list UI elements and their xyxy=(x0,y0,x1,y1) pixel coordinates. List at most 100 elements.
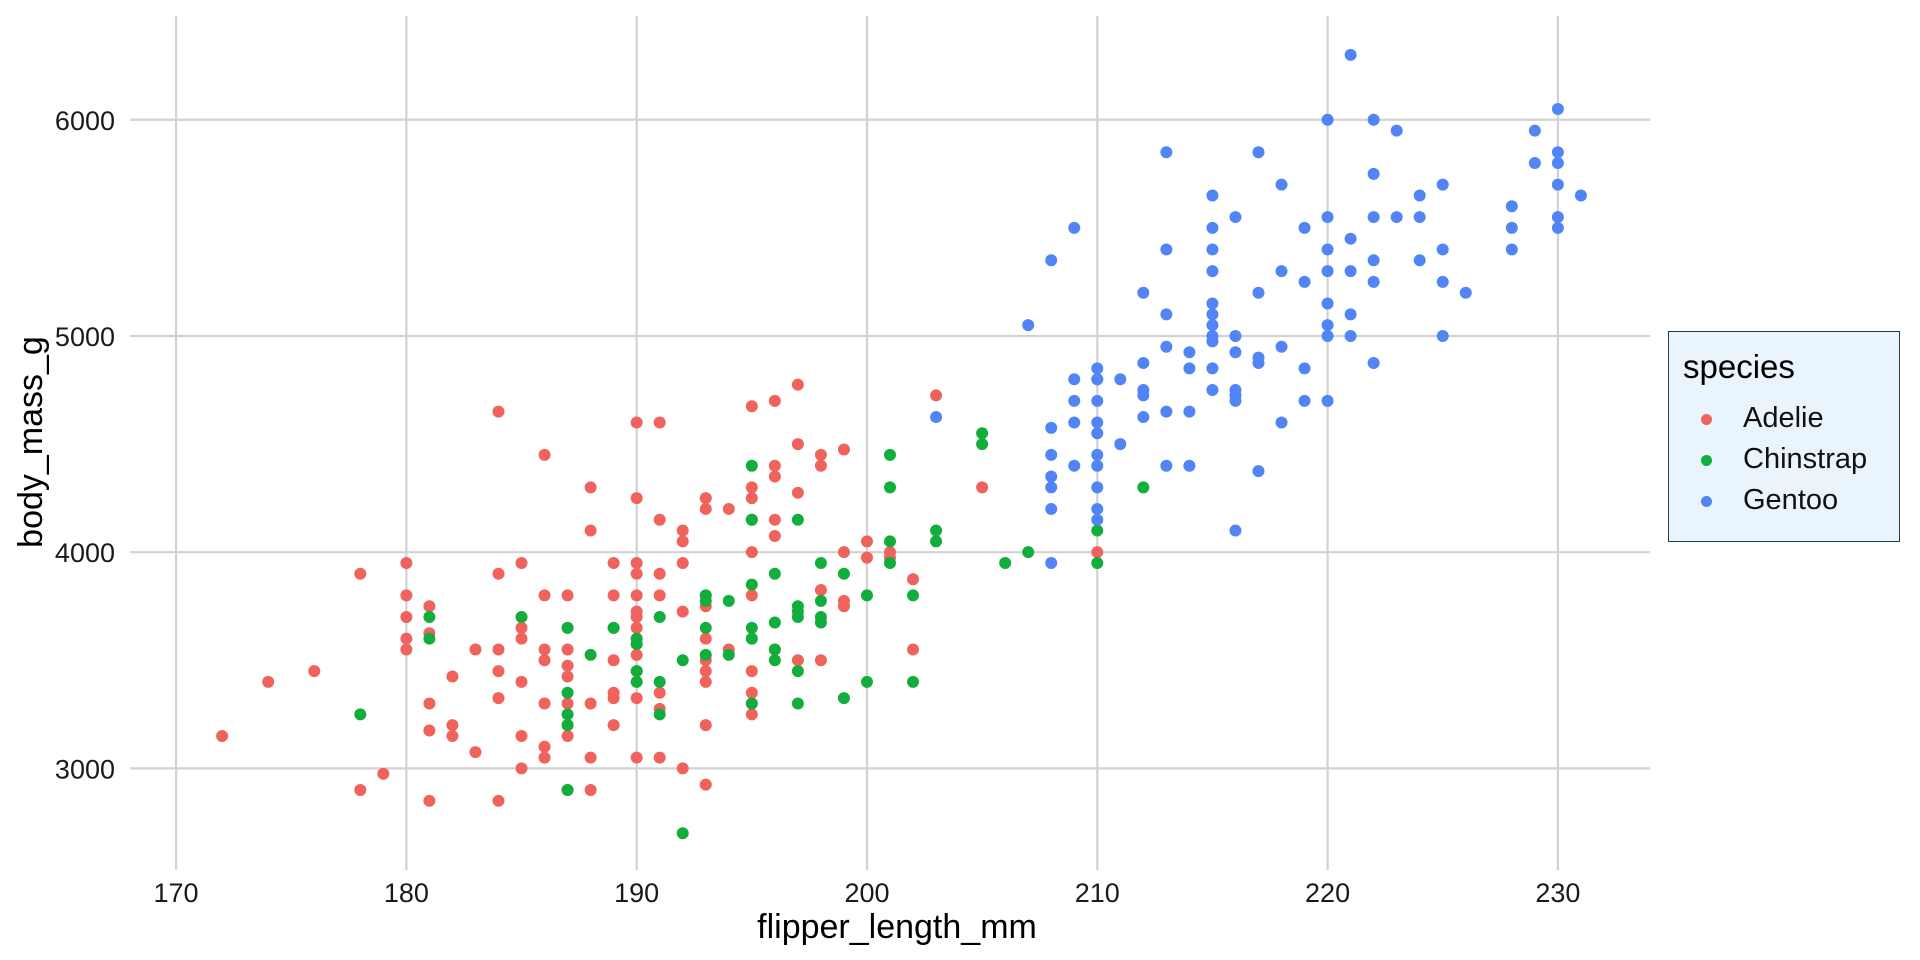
data-point-chinstrap xyxy=(745,621,758,634)
data-point-adelie xyxy=(354,567,367,580)
data-point-chinstrap xyxy=(722,648,735,661)
y-axis-title: body_mass_g xyxy=(12,336,50,548)
data-point-gentoo xyxy=(1091,394,1104,407)
data-point-chinstrap xyxy=(976,427,989,440)
data-point-gentoo xyxy=(1206,221,1219,234)
data-point-adelie xyxy=(584,784,597,797)
data-point-chinstrap xyxy=(653,675,666,688)
data-point-adelie xyxy=(400,611,413,624)
data-point-gentoo xyxy=(1252,286,1265,299)
data-point-gentoo xyxy=(1137,286,1150,299)
data-point-adelie xyxy=(699,665,712,678)
data-point-chinstrap xyxy=(768,567,781,580)
data-point-gentoo xyxy=(1022,319,1035,332)
data-point-gentoo xyxy=(1321,243,1334,256)
data-point-adelie xyxy=(607,556,620,569)
legend-label-adelie: Adelie xyxy=(1743,402,1824,434)
data-point-adelie xyxy=(676,535,689,548)
data-point-gentoo xyxy=(1321,265,1334,278)
data-point-gentoo xyxy=(1298,275,1311,288)
data-point-adelie xyxy=(653,416,666,429)
data-point-gentoo xyxy=(1344,232,1357,245)
data-points xyxy=(216,48,1587,840)
x-tick-label: 180 xyxy=(384,878,429,908)
data-point-adelie xyxy=(791,486,804,499)
data-point-gentoo xyxy=(1091,481,1104,494)
data-point-chinstrap xyxy=(561,686,574,699)
x-tick-label: 190 xyxy=(614,878,659,908)
data-point-gentoo xyxy=(1183,362,1196,375)
data-point-gentoo xyxy=(1091,427,1104,440)
data-point-adelie xyxy=(561,729,574,742)
data-point-adelie xyxy=(699,492,712,505)
data-point-gentoo xyxy=(1183,346,1196,359)
data-point-chinstrap xyxy=(653,611,666,624)
data-point-adelie xyxy=(676,605,689,618)
data-point-adelie xyxy=(423,794,436,807)
data-point-adelie xyxy=(538,589,551,602)
data-point-adelie xyxy=(561,697,574,710)
tick-labels: 170 180 190 200 210 220 230 3000 4000 5000 6000 xyxy=(55,106,1580,908)
data-point-gentoo xyxy=(1206,384,1219,397)
data-point-adelie xyxy=(837,443,850,456)
y-tick-label: 4000 xyxy=(55,538,115,568)
data-point-gentoo xyxy=(1344,329,1357,342)
x-tick-label: 210 xyxy=(1075,878,1120,908)
data-point-adelie xyxy=(630,589,643,602)
data-point-adelie xyxy=(538,643,551,656)
data-point-adelie xyxy=(745,589,758,602)
data-point-adelie xyxy=(377,767,390,780)
data-point-gentoo xyxy=(1137,384,1150,397)
data-point-gentoo xyxy=(1091,362,1104,375)
data-point-gentoo xyxy=(1367,275,1380,288)
data-point-adelie xyxy=(884,546,896,559)
data-point-adelie xyxy=(584,481,597,494)
data-point-gentoo xyxy=(1114,373,1127,386)
data-point-gentoo xyxy=(1321,211,1334,224)
data-point-adelie xyxy=(262,675,275,688)
data-point-adelie xyxy=(492,643,505,656)
series-chinstrap xyxy=(354,373,1150,840)
data-point-chinstrap xyxy=(745,578,758,591)
data-point-adelie xyxy=(768,513,781,526)
data-point-chinstrap xyxy=(907,589,920,602)
data-point-gentoo xyxy=(1505,221,1518,234)
data-point-chinstrap xyxy=(791,665,804,678)
data-point-adelie xyxy=(791,378,804,391)
data-point-adelie xyxy=(515,556,528,569)
data-point-gentoo xyxy=(1045,556,1058,569)
data-point-adelie xyxy=(584,751,597,764)
legend-swatch-chinstrap xyxy=(1701,455,1712,466)
data-point-gentoo xyxy=(1321,394,1334,407)
data-point-adelie xyxy=(630,492,643,505)
data-point-adelie xyxy=(630,416,643,429)
data-point-gentoo xyxy=(1321,329,1334,342)
data-point-gentoo xyxy=(1045,421,1058,434)
data-point-chinstrap xyxy=(884,535,896,548)
data-point-adelie xyxy=(745,400,758,413)
data-point-adelie xyxy=(400,643,413,656)
data-point-gentoo xyxy=(1068,373,1081,386)
data-point-gentoo xyxy=(1045,502,1058,515)
data-point-adelie xyxy=(308,665,321,678)
data-point-adelie xyxy=(653,751,666,764)
data-point-adelie xyxy=(699,632,712,645)
data-point-gentoo xyxy=(1413,211,1426,224)
data-point-gentoo xyxy=(1551,157,1564,170)
data-point-gentoo xyxy=(1459,286,1472,299)
data-point-gentoo xyxy=(1551,221,1564,234)
data-point-adelie xyxy=(446,670,459,683)
data-point-adelie xyxy=(584,697,597,710)
y-tick-label: 3000 xyxy=(55,754,115,784)
legend-swatch-gentoo xyxy=(1701,496,1712,507)
data-point-gentoo xyxy=(1275,265,1288,278)
data-point-adelie xyxy=(492,794,505,807)
data-point-gentoo xyxy=(1206,189,1219,202)
data-point-gentoo xyxy=(1045,254,1058,267)
data-point-gentoo xyxy=(1206,265,1219,278)
data-point-adelie xyxy=(561,659,574,672)
data-point-adelie xyxy=(538,448,551,461)
data-point-chinstrap xyxy=(768,616,781,629)
data-point-gentoo xyxy=(1091,459,1104,472)
